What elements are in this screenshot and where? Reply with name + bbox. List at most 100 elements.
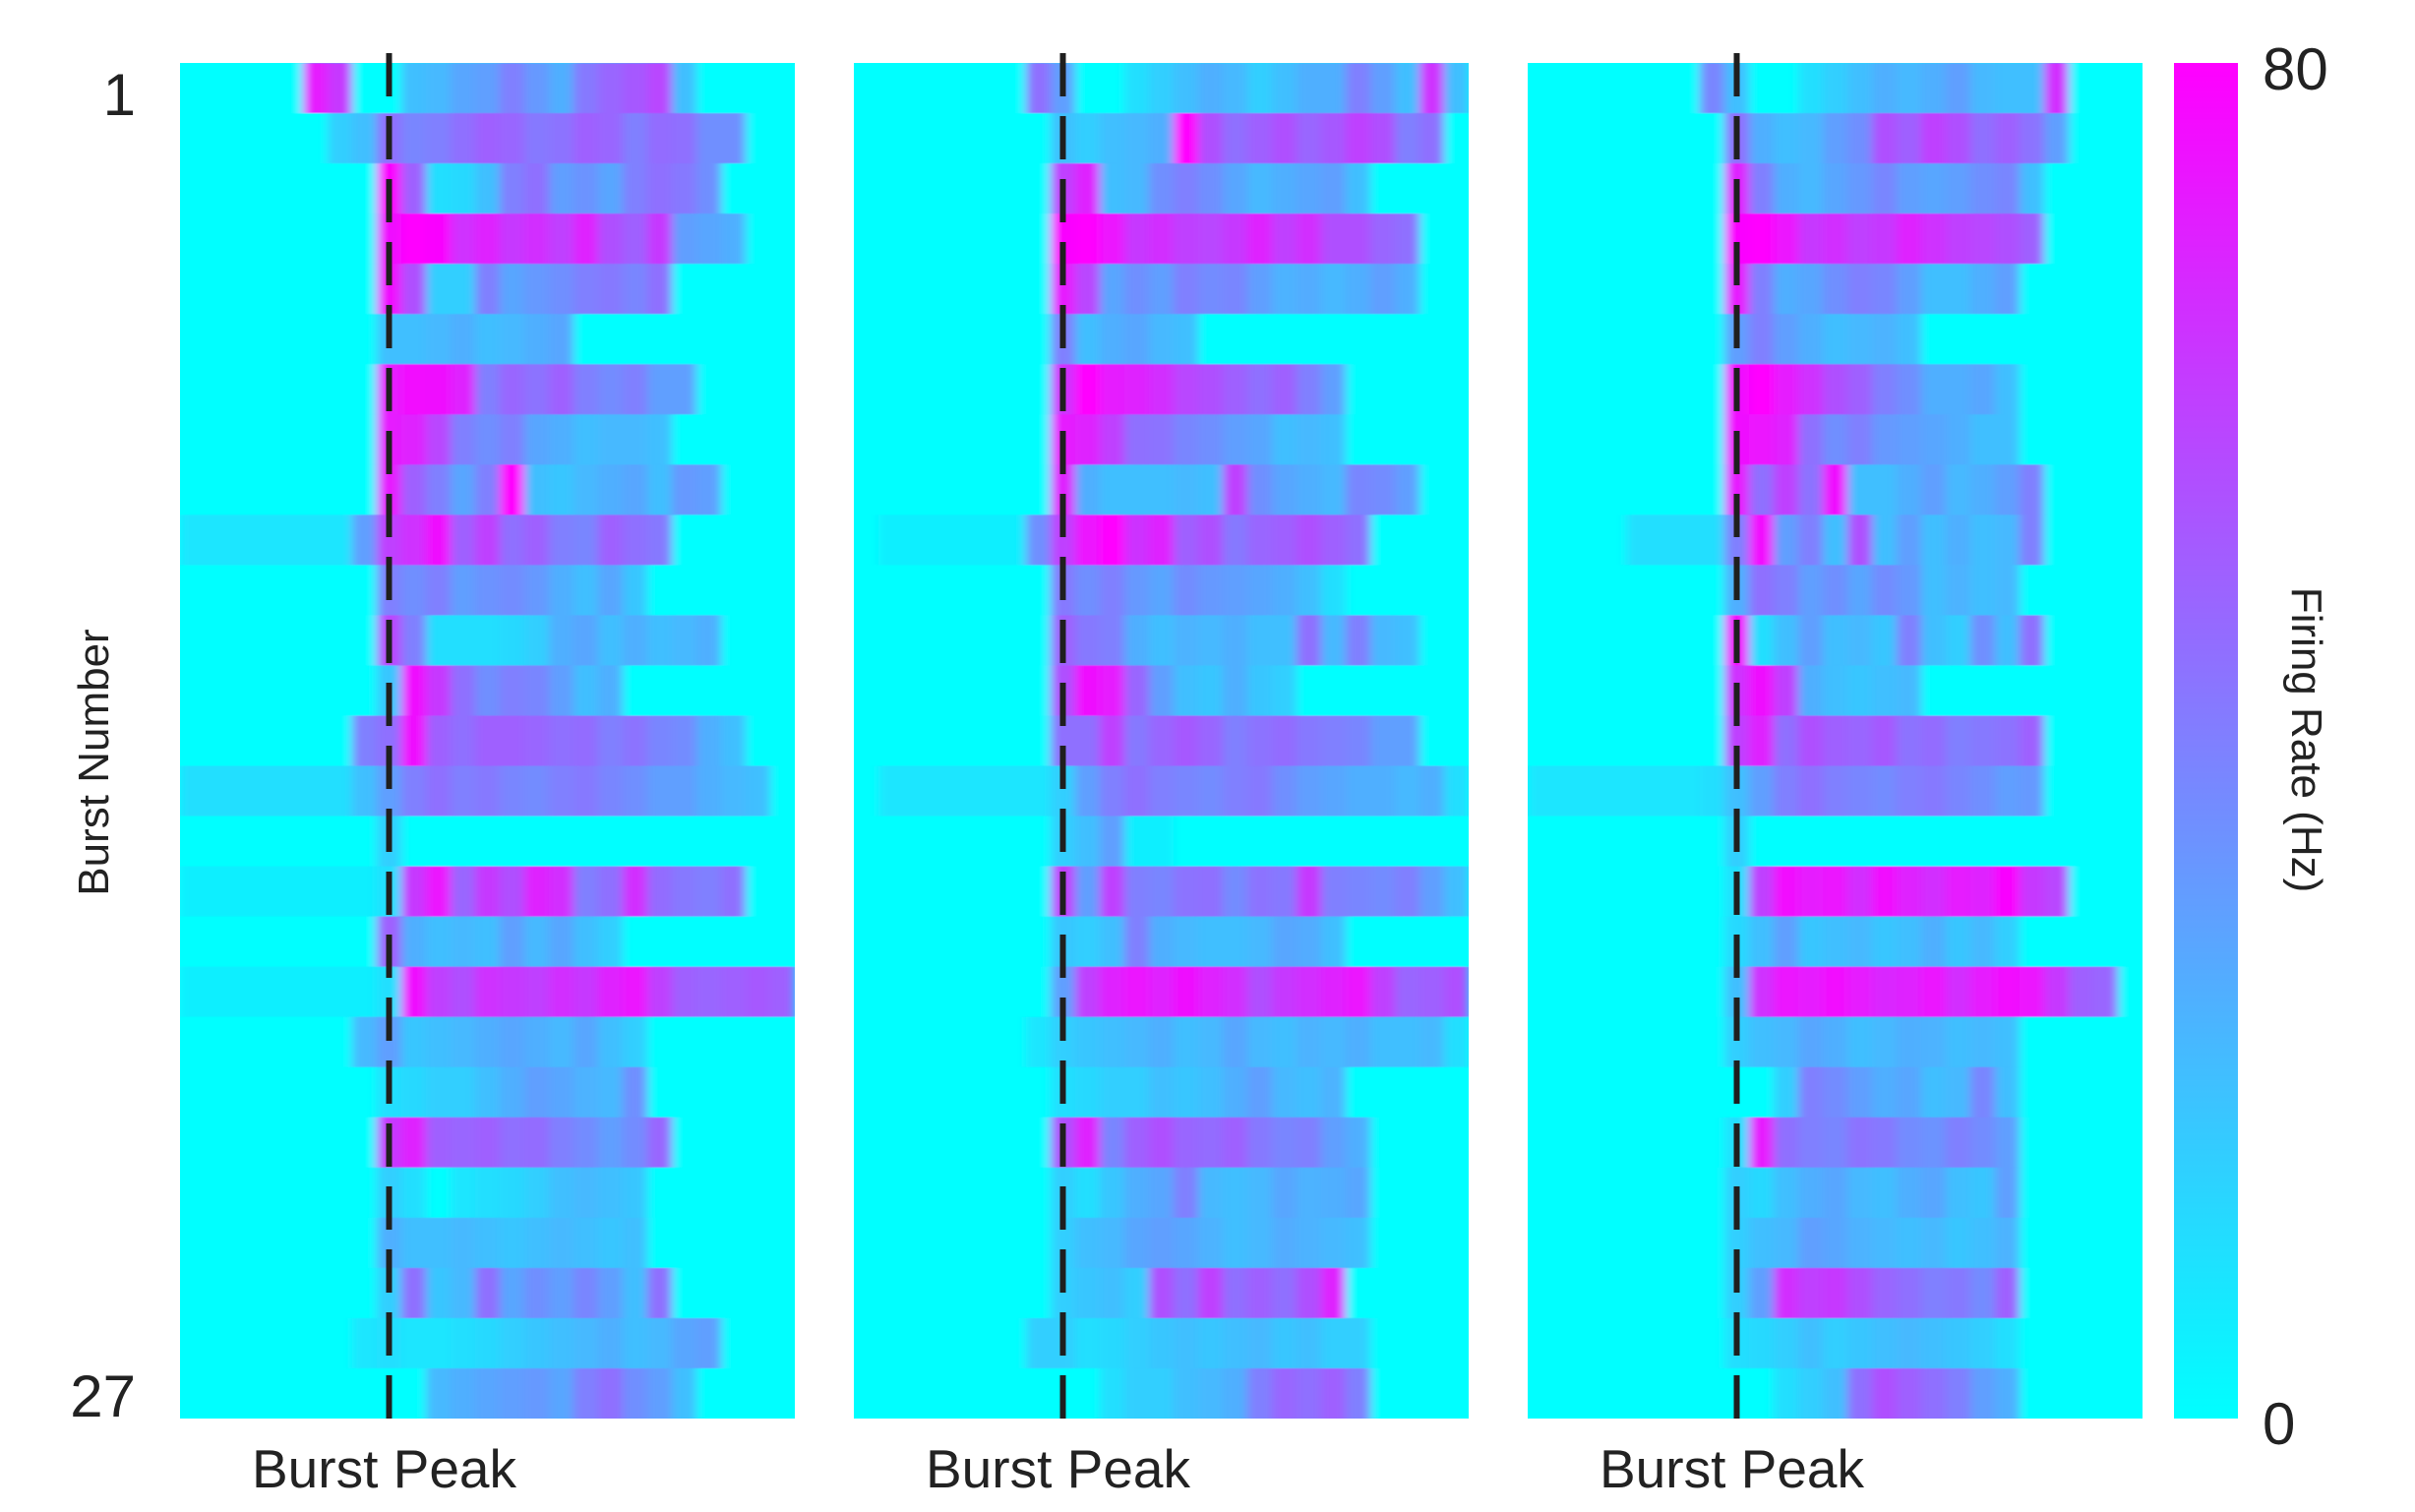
heatmap-cell <box>574 264 599 315</box>
heatmap-cell <box>451 63 476 114</box>
heatmap-cell <box>1444 966 1469 1018</box>
heatmap-cell <box>1297 163 1322 214</box>
heatmap-cell <box>2118 1267 2143 1319</box>
heatmap-cell <box>1577 765 1602 817</box>
heatmap-cell <box>1847 113 1873 164</box>
heatmap-cell <box>1626 1317 1652 1369</box>
heatmap-cell <box>1946 314 1971 365</box>
heatmap-cell <box>770 113 795 164</box>
heatmap-cell <box>977 715 1002 767</box>
heatmap-cell <box>1872 916 1898 968</box>
heatmap-cell <box>1346 1016 1371 1068</box>
heatmap-cell <box>1946 665 1971 717</box>
heatmap-cell <box>500 1217 525 1269</box>
heatmap-cell <box>1001 1317 1027 1369</box>
heatmap-cell <box>328 966 353 1018</box>
heatmap-cell <box>770 1016 795 1068</box>
heatmap-cell <box>1444 1117 1469 1169</box>
heatmap-cell <box>1346 866 1371 918</box>
heatmap-cell <box>1847 1016 1873 1068</box>
heatmap-cell <box>1626 63 1652 114</box>
heatmap-cell <box>229 414 255 465</box>
heatmap-cell <box>524 364 550 415</box>
heatmap-cell <box>2093 1167 2119 1219</box>
heatmap-cell <box>500 615 525 667</box>
heatmap-cell <box>254 63 279 114</box>
heatmap-cell <box>1419 615 1445 667</box>
heatmap-cell <box>1921 665 1947 717</box>
heatmap-cell <box>1749 163 1775 214</box>
heatmap-cell <box>1528 63 1553 114</box>
heatmap-cell <box>1124 63 1150 114</box>
heatmap-cell <box>1552 916 1578 968</box>
heatmap-cell <box>1297 1016 1322 1068</box>
heatmap-cell <box>1970 615 1996 667</box>
heatmap-cell <box>647 715 673 767</box>
heatmap-cell <box>328 665 353 717</box>
heatmap-cell <box>1651 565 1676 617</box>
heatmap-cell <box>1075 916 1101 968</box>
heatmap-cell <box>1395 1016 1420 1068</box>
heatmap-cell <box>1798 213 1824 265</box>
heatmap-cell <box>254 1267 279 1319</box>
heatmap-cell <box>623 966 648 1018</box>
heatmap-cell <box>696 264 722 315</box>
heatmap-cell <box>1075 966 1101 1018</box>
heatmap-cell <box>1297 314 1322 365</box>
heatmap-cell <box>1626 816 1652 868</box>
heatmap-cell <box>1395 1367 1420 1419</box>
heatmap-cell <box>977 615 1002 667</box>
heatmap-cell <box>2020 565 2045 617</box>
heatmap-cell <box>647 163 673 214</box>
heatmap-cell <box>328 364 353 415</box>
heatmap-cell <box>451 816 476 868</box>
heatmap-cell <box>1798 264 1824 315</box>
heatmap-cell <box>1026 1317 1052 1369</box>
heatmap-cell <box>1198 715 1224 767</box>
heatmap-cell <box>1823 213 1848 265</box>
heatmap-cell <box>977 414 1002 465</box>
heatmap-cell <box>1370 163 1396 214</box>
heatmap-cell <box>1700 866 1725 918</box>
heatmap-cell <box>1823 414 1848 465</box>
heatmap-cell <box>278 1317 304 1369</box>
heatmap-cell <box>647 1066 673 1119</box>
heatmap-cell <box>1444 816 1469 868</box>
heatmap-cell <box>977 966 1002 1018</box>
heatmap-cell <box>1552 213 1578 265</box>
heatmap-cell <box>1247 464 1273 515</box>
heatmap-cell <box>303 1066 329 1119</box>
heatmap-cell <box>426 816 452 868</box>
heatmap-cell <box>977 63 1002 114</box>
heatmap-cell <box>1247 765 1273 817</box>
heatmap-cell <box>1970 514 1996 566</box>
heatmap-cell <box>746 1217 771 1269</box>
heatmap-cell <box>1552 1016 1578 1068</box>
heatmap-cell <box>1749 63 1775 114</box>
heatmap-cell <box>952 63 978 114</box>
heatmap-cell <box>1577 615 1602 667</box>
heatmap-cell <box>1700 464 1725 515</box>
heatmap-cell <box>1124 1267 1150 1319</box>
heatmap-cell <box>1552 966 1578 1018</box>
heatmap-cell <box>328 113 353 164</box>
heatmap-cell <box>1601 565 1627 617</box>
heatmap-cell <box>229 966 255 1018</box>
heatmap-cell <box>1174 514 1199 566</box>
heatmap-cell <box>1149 1066 1175 1119</box>
heatmap-cell <box>475 765 501 817</box>
heatmap-cell <box>2044 866 2070 918</box>
heatmap-cell <box>1626 213 1652 265</box>
heatmap-cell <box>1001 1267 1027 1319</box>
heatmap-cell <box>1700 615 1725 667</box>
heatmap-cell <box>1075 514 1101 566</box>
heatmap-cell <box>2118 1217 2143 1269</box>
heatmap-cell <box>1675 966 1701 1018</box>
heatmap-cell <box>1970 665 1996 717</box>
heatmap-cell <box>1419 665 1445 717</box>
heatmap-cell <box>1395 163 1420 214</box>
heatmap-cell <box>574 63 599 114</box>
heatmap-cell <box>401 163 427 214</box>
heatmap-cell <box>1124 1117 1150 1169</box>
heatmap-cell <box>352 514 378 566</box>
